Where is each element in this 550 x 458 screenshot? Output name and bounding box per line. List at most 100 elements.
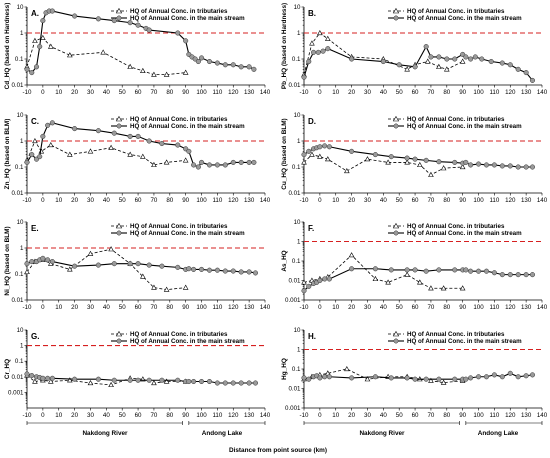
- main-stream-point: [175, 142, 181, 148]
- x-tick-label: 0: [318, 304, 322, 311]
- y-tick-label: 1: [20, 343, 24, 350]
- main-stream-point: [388, 267, 394, 273]
- tributary-point: [324, 156, 331, 162]
- x-tick-label: 10: [55, 304, 62, 311]
- main-stream-point: [251, 66, 257, 72]
- x-tick-label: 70: [150, 412, 157, 419]
- tributary-point: [424, 58, 431, 64]
- x-tick-label: 90: [182, 89, 189, 96]
- tributary-point: [87, 148, 94, 154]
- y-tick-label: 0.01: [288, 386, 301, 393]
- main-stream-point: [301, 74, 307, 80]
- main-stream-point: [49, 259, 55, 265]
- main-stream-point: [452, 376, 458, 382]
- x-tick-label: 130: [244, 412, 255, 419]
- x-tick-label: 20: [71, 89, 78, 96]
- main-stream-point: [127, 261, 133, 267]
- main-stream-point: [206, 162, 213, 168]
- x-tick-label: 140: [537, 197, 548, 204]
- x-tick-label: 100: [196, 89, 207, 96]
- tributary-point: [324, 35, 331, 41]
- y-tick-label: 0.1: [15, 271, 24, 278]
- y-tick-label: 0.1: [292, 366, 301, 373]
- main-stream-point: [238, 380, 244, 386]
- main-stream-point: [499, 272, 505, 278]
- tributary-point: [404, 271, 410, 277]
- x-tick-label: 50: [119, 412, 126, 419]
- main-stream-point: [507, 272, 513, 278]
- main-stream-point: [475, 161, 482, 167]
- main-stream-point: [230, 380, 236, 386]
- main-stream-line: [303, 268, 533, 292]
- x-tick-label: 80: [443, 304, 450, 311]
- tributary-point: [182, 69, 189, 75]
- x-tick-label: 50: [396, 304, 403, 311]
- main-stream-point: [146, 262, 152, 268]
- tributary-point: [404, 159, 410, 165]
- main-stream-point: [404, 267, 410, 273]
- main-stream-point: [159, 377, 165, 383]
- main-stream-point: [436, 267, 442, 273]
- main-stream-point: [468, 268, 474, 274]
- main-stream-point: [111, 261, 117, 267]
- x-tick-label: 110: [212, 412, 222, 419]
- x-tick-label: 70: [427, 89, 434, 96]
- main-stream-point: [40, 133, 46, 139]
- legend-entry-mainstream: HQ of Annual Conc. in the main stream: [407, 338, 522, 345]
- tributary-point: [151, 379, 157, 386]
- main-stream-point: [452, 56, 458, 62]
- main-stream-point: [301, 288, 307, 294]
- series-tributaries: [24, 34, 189, 77]
- legend-circle-marker: [393, 338, 399, 344]
- main-stream-point: [349, 56, 355, 62]
- x-tick-label: 10: [332, 89, 339, 96]
- series-tributaries: [301, 29, 466, 77]
- x-axis-label: Distance from point source (km): [229, 447, 327, 454]
- main-stream-point: [483, 162, 490, 168]
- x-tick-label: 40: [103, 89, 110, 96]
- y-tick-label: 1: [297, 30, 301, 37]
- series-tributaries: [301, 252, 466, 291]
- main-stream-point: [195, 58, 201, 65]
- y-tick-label: 10: [294, 4, 301, 11]
- main-stream-point: [463, 54, 469, 60]
- main-stream-point: [175, 377, 181, 383]
- tributary-point: [163, 286, 170, 292]
- main-stream-point: [475, 268, 482, 274]
- x-tick-label: 80: [166, 89, 173, 96]
- x-tick-label: 100: [473, 197, 484, 204]
- main-stream-point: [135, 22, 141, 28]
- main-stream-point: [49, 8, 55, 14]
- tributary-point: [32, 378, 38, 384]
- series-tributaries: [24, 246, 189, 292]
- y-tick-label: 1: [297, 138, 301, 145]
- main-stream-point: [146, 27, 152, 33]
- y-tick-label: 0.01: [11, 297, 24, 304]
- x-tick-label: 0: [41, 89, 45, 96]
- x-tick-label: -10: [23, 89, 33, 96]
- x-tick-label: 110: [489, 304, 499, 311]
- y-tick-label: 0.01: [288, 82, 301, 89]
- main-stream-point: [72, 376, 78, 382]
- main-stream-point: [523, 373, 529, 379]
- legend-triangle-marker: [392, 222, 400, 229]
- tributaries-line: [26, 37, 186, 76]
- main-stream-point: [468, 56, 474, 62]
- x-tick-label: 90: [459, 412, 466, 419]
- main-stream-point: [111, 130, 117, 136]
- x-tick-label: 60: [412, 304, 419, 311]
- x-tick-label: 20: [348, 89, 355, 96]
- series-main-stream: [24, 120, 257, 170]
- main-stream-point: [507, 370, 513, 376]
- main-stream-point: [306, 283, 312, 289]
- main-stream-point: [24, 261, 30, 267]
- tributary-point: [428, 285, 434, 291]
- main-stream-point: [246, 64, 252, 70]
- main-stream-point: [436, 376, 442, 382]
